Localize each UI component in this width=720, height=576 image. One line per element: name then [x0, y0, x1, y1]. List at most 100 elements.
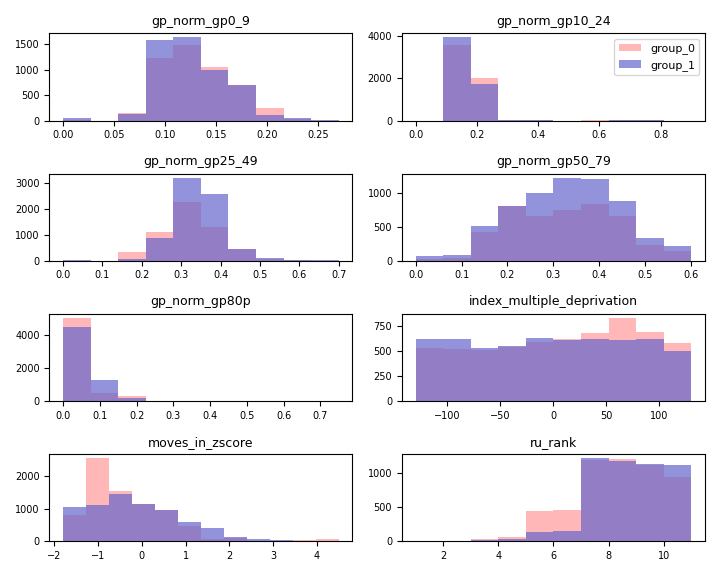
Bar — [471, 78, 498, 120]
Bar — [554, 531, 581, 541]
Bar — [118, 113, 146, 120]
Bar — [146, 232, 174, 261]
Bar — [664, 246, 691, 261]
Bar — [256, 257, 284, 261]
Bar — [224, 539, 247, 541]
Bar — [256, 108, 284, 120]
Bar — [132, 504, 155, 541]
Bar — [228, 249, 256, 261]
Bar — [498, 537, 526, 541]
Bar — [284, 260, 311, 261]
Bar — [526, 532, 554, 541]
Bar — [554, 210, 581, 261]
Bar — [581, 460, 608, 541]
Bar — [91, 380, 118, 401]
Bar — [293, 540, 316, 541]
Bar — [284, 260, 311, 261]
Legend: group_0, group_1: group_0, group_1 — [614, 39, 699, 75]
Bar — [526, 511, 554, 541]
Bar — [444, 45, 471, 120]
Bar — [608, 201, 636, 261]
Bar — [664, 343, 691, 401]
Bar — [118, 113, 146, 120]
Bar — [91, 393, 118, 401]
Bar — [581, 179, 608, 261]
Bar — [118, 398, 146, 401]
Bar — [174, 37, 201, 120]
Bar — [608, 318, 636, 401]
Bar — [118, 396, 146, 401]
Bar — [86, 458, 109, 541]
Bar — [63, 515, 86, 541]
Bar — [174, 45, 201, 120]
Bar — [63, 507, 86, 541]
Bar — [146, 238, 174, 261]
Bar — [608, 215, 636, 261]
Bar — [316, 539, 338, 541]
Bar — [498, 206, 526, 261]
Bar — [608, 458, 636, 541]
Bar — [86, 505, 109, 541]
Bar — [155, 510, 178, 541]
Bar — [471, 350, 498, 401]
Bar — [201, 539, 224, 541]
Bar — [498, 347, 526, 401]
Bar — [498, 206, 526, 261]
Bar — [471, 539, 498, 541]
Bar — [174, 202, 201, 261]
Bar — [444, 37, 471, 120]
Bar — [174, 178, 201, 261]
Bar — [526, 342, 554, 401]
Title: moves_in_zscore: moves_in_zscore — [148, 436, 253, 449]
Bar — [581, 339, 608, 401]
Bar — [554, 510, 581, 541]
Bar — [608, 340, 636, 401]
Bar — [415, 339, 444, 401]
Title: gp_norm_gp50_79: gp_norm_gp50_79 — [496, 156, 611, 168]
Bar — [228, 249, 256, 261]
Bar — [471, 85, 498, 120]
Bar — [471, 226, 498, 261]
Title: ru_rank: ru_rank — [530, 436, 577, 449]
Bar — [270, 540, 293, 541]
Bar — [444, 257, 471, 261]
Bar — [63, 118, 91, 120]
Bar — [471, 540, 498, 541]
Bar — [256, 259, 284, 261]
Bar — [664, 478, 691, 541]
Bar — [146, 40, 174, 120]
Bar — [284, 119, 311, 120]
Bar — [284, 119, 311, 120]
Bar — [201, 195, 228, 261]
Bar — [201, 528, 224, 541]
Bar — [444, 255, 471, 261]
Bar — [63, 327, 91, 401]
Bar — [146, 58, 174, 120]
Bar — [526, 217, 554, 261]
Bar — [201, 70, 228, 120]
Bar — [581, 333, 608, 401]
Title: gp_norm_gp0_9: gp_norm_gp0_9 — [151, 15, 251, 28]
Bar — [636, 245, 664, 261]
Title: gp_norm_gp10_24: gp_norm_gp10_24 — [496, 15, 611, 28]
Bar — [581, 204, 608, 261]
Bar — [554, 178, 581, 261]
Bar — [63, 318, 91, 401]
Title: index_multiple_deprivation: index_multiple_deprivation — [469, 295, 638, 309]
Bar — [118, 259, 146, 261]
Bar — [63, 119, 91, 120]
Bar — [201, 67, 228, 120]
Bar — [664, 251, 691, 261]
Bar — [636, 465, 664, 541]
Bar — [636, 332, 664, 401]
Bar — [132, 504, 155, 541]
Bar — [109, 491, 132, 541]
Bar — [415, 256, 444, 261]
Bar — [109, 494, 132, 541]
Bar — [554, 340, 581, 401]
Bar — [155, 510, 178, 541]
Bar — [636, 339, 664, 401]
Bar — [498, 539, 526, 541]
Bar — [118, 252, 146, 261]
Bar — [581, 458, 608, 541]
